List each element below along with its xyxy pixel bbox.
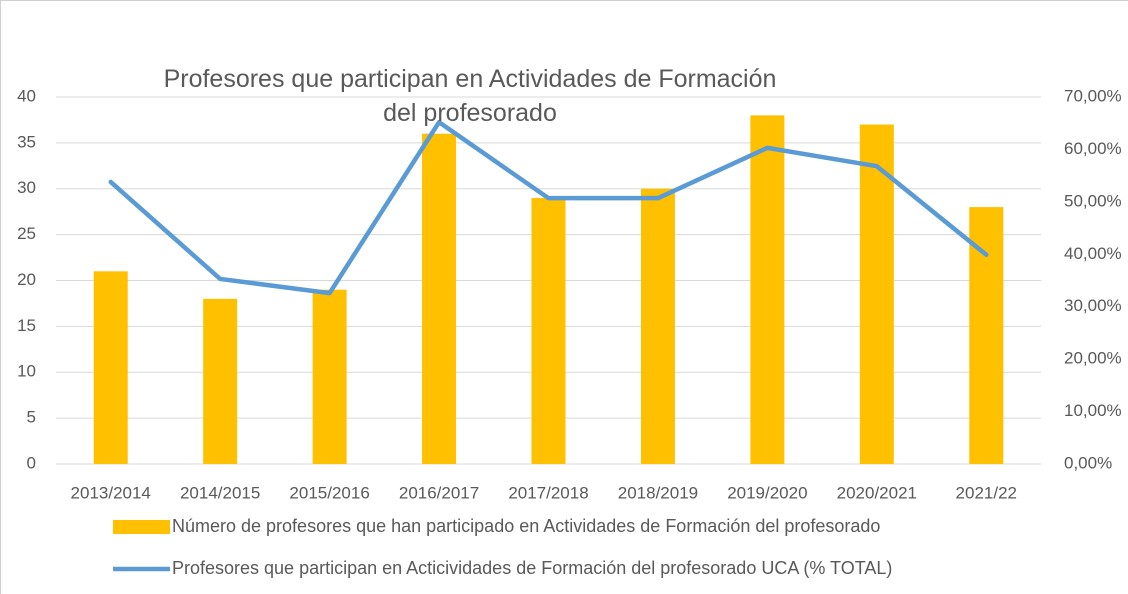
bar bbox=[203, 298, 238, 464]
y-tick-label: 35 bbox=[17, 132, 36, 151]
y2-tick-label: 60,00% bbox=[1064, 139, 1122, 158]
x-tick-label: 2015/2016 bbox=[289, 483, 369, 502]
y2-tick-label: 0,00% bbox=[1064, 453, 1112, 472]
bar bbox=[312, 289, 347, 464]
y2-tick-label: 30,00% bbox=[1064, 296, 1122, 315]
y2-tick-label: 50,00% bbox=[1064, 191, 1122, 210]
y2-tick-label: 10,00% bbox=[1064, 401, 1122, 420]
x-tick-label: 2016/2017 bbox=[399, 483, 479, 502]
y-tick-label: 25 bbox=[17, 224, 36, 243]
y-tick-label: 0 bbox=[27, 453, 36, 472]
x-tick-label: 2014/2015 bbox=[180, 483, 260, 502]
bar bbox=[859, 124, 894, 465]
y2-tick-label: 20,00% bbox=[1064, 349, 1122, 368]
y2-tick-label: 70,00% bbox=[1064, 86, 1122, 105]
x-tick-label: 2020/2021 bbox=[837, 483, 917, 502]
y-tick-label: 5 bbox=[27, 408, 36, 427]
y2-tick-label: 40,00% bbox=[1064, 244, 1122, 263]
legend-swatch bbox=[113, 520, 170, 534]
bar bbox=[422, 133, 457, 464]
x-tick-label: 2019/2020 bbox=[727, 483, 807, 502]
legend-label: Profesores que participan en Acticividad… bbox=[172, 558, 892, 578]
bar bbox=[969, 207, 1004, 464]
x-tick-label: 2017/2018 bbox=[508, 483, 588, 502]
legend-label: Número de profesores que han participado… bbox=[172, 516, 880, 536]
line bbox=[108, 119, 989, 296]
bar bbox=[640, 188, 675, 464]
y-tick-label: 10 bbox=[17, 362, 36, 381]
y-tick-label: 15 bbox=[17, 316, 36, 335]
bar bbox=[93, 271, 128, 464]
chart-title: Profesores que participan en Actividades… bbox=[163, 65, 777, 127]
x-tick-label: 2021/22 bbox=[956, 483, 1017, 502]
bar bbox=[750, 115, 785, 464]
x-tick-label: 2018/2019 bbox=[618, 483, 698, 502]
y-tick-label: 40 bbox=[17, 86, 36, 105]
y-tick-label: 20 bbox=[17, 270, 36, 289]
y-tick-label: 30 bbox=[17, 178, 36, 197]
x-tick-label: 2013/2014 bbox=[71, 483, 151, 502]
bar bbox=[531, 197, 566, 465]
